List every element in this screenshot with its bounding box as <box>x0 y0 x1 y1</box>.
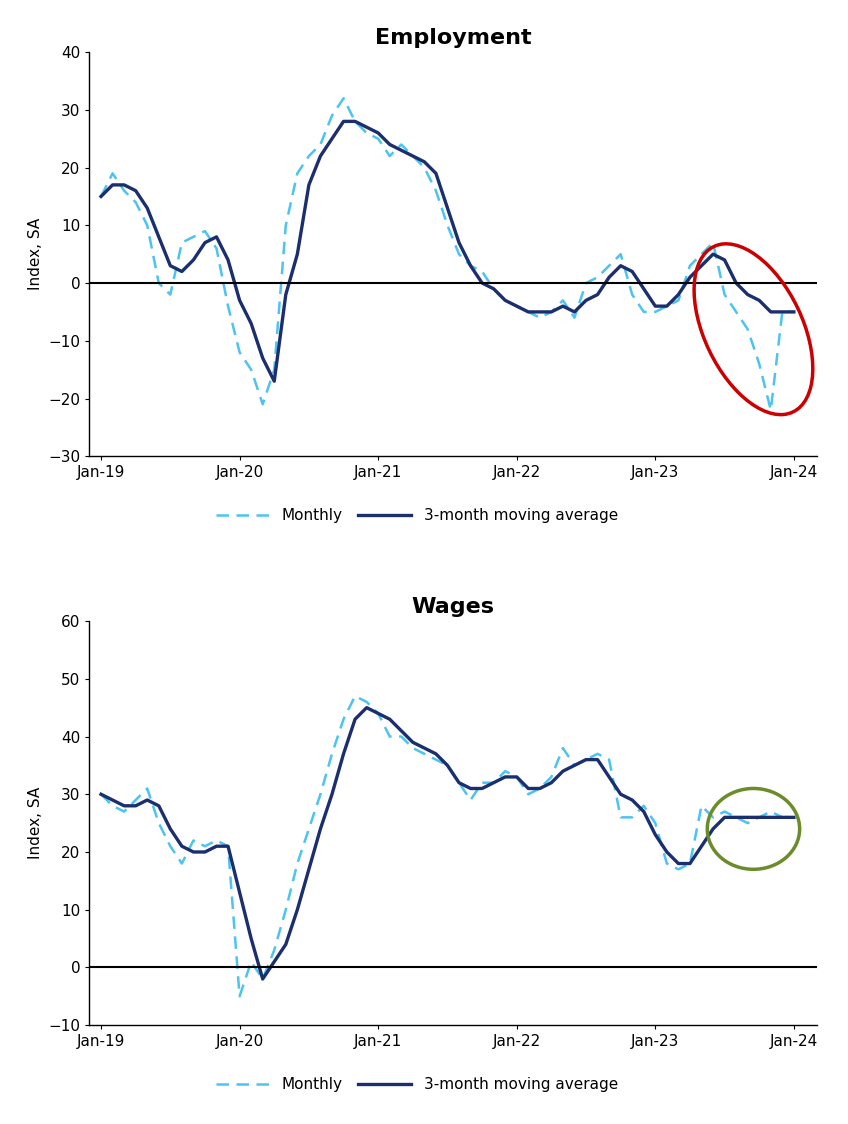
Title: Wages: Wages <box>412 597 494 617</box>
Y-axis label: Index, SA: Index, SA <box>28 787 43 859</box>
Title: Employment: Employment <box>375 28 532 48</box>
Legend: Monthly, 3-month moving average: Monthly, 3-month moving average <box>209 1071 624 1098</box>
Y-axis label: Index, SA: Index, SA <box>28 218 42 290</box>
Legend: Monthly, 3-month moving average: Monthly, 3-month moving average <box>209 502 624 529</box>
